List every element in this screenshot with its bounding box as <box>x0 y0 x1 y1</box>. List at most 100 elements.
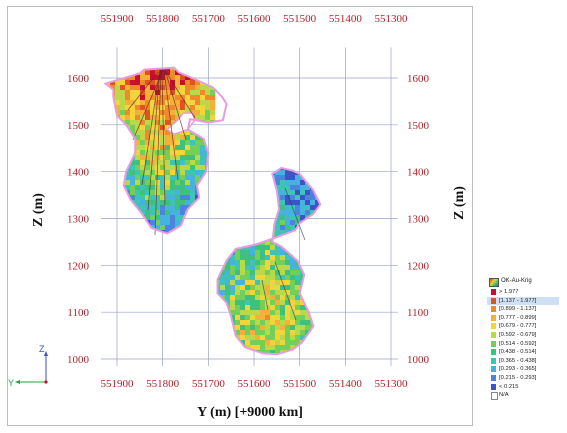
block-cell <box>210 145 216 151</box>
legend-item[interactable]: [0.514 - 0.592] <box>487 340 559 348</box>
block-cell <box>195 150 201 156</box>
legend-item[interactable]: [0.215 - 0.293] <box>487 374 559 382</box>
block-cell <box>270 265 276 271</box>
block-cell <box>305 230 311 236</box>
block-cell <box>310 300 316 306</box>
legend-item[interactable]: [0.899 - 1.137] <box>487 305 559 313</box>
block-cell <box>175 185 181 191</box>
block-cell <box>275 330 281 336</box>
block-cell <box>210 155 216 161</box>
block-cell <box>210 345 215 350</box>
x-tick-label-bottom: 551800 <box>146 378 180 390</box>
block-cell <box>195 80 201 86</box>
block-cell <box>195 100 201 106</box>
legend-item[interactable]: [0.592 - 0.679] <box>487 331 559 339</box>
block-cell <box>115 185 121 191</box>
block-cell <box>265 215 271 221</box>
block-cell <box>190 210 196 216</box>
block-cell <box>105 150 111 156</box>
block-cell <box>320 270 321 276</box>
block-cell <box>260 330 266 336</box>
block-cell <box>190 185 196 191</box>
block-cell <box>205 95 211 101</box>
block-cell <box>285 205 291 211</box>
block-cell <box>245 190 251 196</box>
legend-item[interactable]: [0.365 - 0.438] <box>487 357 559 365</box>
block-cell <box>280 180 286 186</box>
block-cell <box>300 180 306 186</box>
block-cell <box>275 320 281 326</box>
block-cell <box>250 295 256 301</box>
block-cell <box>105 165 111 171</box>
block-cell <box>300 330 306 336</box>
block-cell <box>295 340 301 346</box>
block-cell <box>315 240 321 246</box>
block-cell <box>325 360 330 365</box>
block-cell <box>180 75 186 81</box>
color-legend[interactable]: OK-Au-Krig > 1.977 [1.137 - 1.977] [0.899 … <box>487 277 559 401</box>
block-cell <box>300 167 306 171</box>
block-cell <box>120 130 126 136</box>
block-cell <box>130 220 136 226</box>
legend-item[interactable]: [0.679 - 0.777] <box>487 322 559 330</box>
block-cell <box>310 180 316 186</box>
section-plot[interactable]: 5519005519005518005518005517005517005516… <box>0 0 480 433</box>
block-cell <box>205 225 211 231</box>
block-cell <box>220 230 226 236</box>
block-cell <box>210 195 216 201</box>
block-cell <box>145 160 151 166</box>
block-cell <box>285 170 291 176</box>
block-cell <box>250 235 256 241</box>
block-cell <box>230 355 235 360</box>
block-cell <box>110 175 116 181</box>
legend-item[interactable]: > 1.977 <box>487 288 559 296</box>
block-cell <box>120 70 126 76</box>
block-cell <box>165 210 171 216</box>
block-cell <box>260 230 266 236</box>
block-cell <box>225 190 231 196</box>
block-cell <box>100 175 105 180</box>
block-cell <box>280 265 286 271</box>
block-cell <box>260 220 266 226</box>
block-cell <box>310 240 316 246</box>
block-cell <box>225 345 231 351</box>
legend-swatch <box>491 314 496 321</box>
block-cell <box>105 215 111 221</box>
block-cell <box>160 75 166 81</box>
block-cell <box>135 225 141 231</box>
block-cell <box>165 235 170 240</box>
block-cell <box>265 205 271 211</box>
legend-item[interactable]: N/A <box>487 391 559 401</box>
legend-item[interactable]: [1.137 - 1.977] <box>487 296 559 305</box>
block-cell <box>245 170 251 176</box>
block-cell <box>200 60 205 65</box>
block-cell <box>135 175 141 181</box>
z-tick-label-right: 1400 <box>407 167 430 179</box>
block-cell <box>230 315 236 321</box>
block-cell <box>265 230 271 236</box>
block-cell <box>125 220 131 226</box>
block-cell <box>260 270 266 276</box>
block-cell <box>190 175 196 181</box>
block-cell <box>175 215 181 221</box>
block-cell <box>125 135 131 141</box>
legend-item[interactable]: [0.777 - 0.899] <box>487 314 559 322</box>
z-tick-label-right: 1500 <box>407 120 430 132</box>
block-cell <box>120 235 125 240</box>
block-cell <box>100 95 105 100</box>
block-cell <box>265 250 271 256</box>
block-cell <box>280 360 285 365</box>
legend-item[interactable]: < 0.215 <box>487 383 559 391</box>
block-cell <box>260 255 266 261</box>
block-cell <box>180 170 186 176</box>
block-cell <box>125 175 131 181</box>
block-cell <box>135 135 141 141</box>
block-cell <box>110 225 116 231</box>
block-cell <box>255 210 261 216</box>
block-cell <box>275 325 281 331</box>
block-cell <box>145 80 151 86</box>
legend-item[interactable]: [0.438 - 0.514] <box>487 348 559 356</box>
block-cell <box>180 67 186 71</box>
legend-item[interactable]: [0.293 - 0.365] <box>487 365 559 373</box>
